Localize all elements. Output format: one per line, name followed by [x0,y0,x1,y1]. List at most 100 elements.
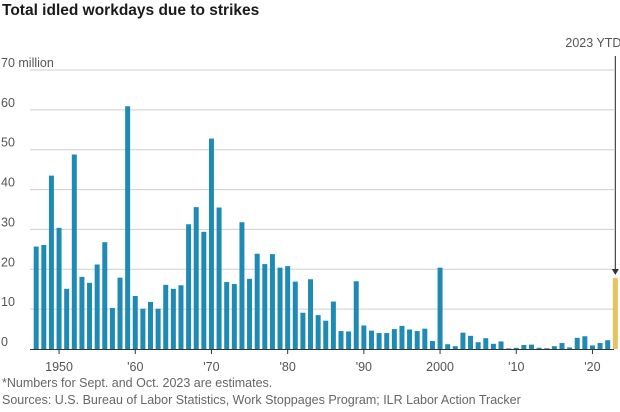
x-tick-label: '60 [127,360,143,372]
bar [308,279,314,349]
bar [506,348,512,349]
bar [323,320,329,349]
chart-title: Total idled workdays due to strikes [2,2,260,19]
bar [231,284,237,349]
bar [384,333,390,349]
y-tick-label: 30 [1,215,15,229]
bar [285,266,291,349]
bar [551,346,557,349]
bar [574,337,580,349]
bar [414,331,420,349]
bar [125,106,131,350]
annotation: 2023 YTD* [565,36,620,276]
bar-chart: 0 10 20 30 40 50 60 70 million 1950 '60 '70 '80 '90… [1,36,620,372]
y-tick-label: 70 million [1,56,54,70]
bar [437,267,443,349]
annotation-arrowhead [611,269,619,276]
bar [170,288,176,349]
bar [247,278,253,349]
gridlines [30,69,614,350]
bar [376,333,382,349]
bar [208,138,214,349]
bar [589,345,595,349]
bar [300,312,306,349]
bar [216,207,222,349]
bar [605,340,611,349]
bar [239,222,245,349]
bar [117,277,123,349]
bar [193,207,199,349]
bar [399,325,405,349]
bar [277,267,283,349]
bar [452,346,458,349]
bar [41,244,47,349]
bar [498,341,504,349]
bar [292,281,298,349]
y-tick-label: 20 [1,255,15,269]
x-tick-label: 1950 [45,360,73,372]
source-note: Sources: U.S. Bureau of Labor Statistics… [2,393,521,407]
x-tick-label: 2000 [426,360,454,372]
bar [87,282,93,349]
bar [71,154,77,349]
bar [521,345,527,349]
bar [201,231,207,349]
bar [468,335,474,349]
bar [79,276,85,349]
bar [544,348,550,349]
bar [163,284,169,349]
bar [346,331,352,349]
bar [94,264,100,349]
x-tick-label: '70 [203,360,219,372]
y-tick-label: 50 [1,136,15,150]
bar [483,338,489,349]
bar [612,278,618,349]
bar [178,285,184,349]
y-tick-label: 10 [1,295,15,309]
bar [269,254,275,349]
bar [140,308,146,349]
y-tick-label: 40 [1,176,15,190]
x-axis-ticks: 1950 '60 '70 '80 '90 2000 '10 '20 [45,349,601,372]
bar [490,343,496,349]
y-tick-label: 60 [1,96,15,110]
bar [109,307,115,349]
bar [102,242,108,349]
bar [64,288,70,349]
y-axis-ticks: 0 10 20 30 40 50 60 70 million [1,56,54,349]
bar [338,331,344,349]
bar [186,224,192,349]
bar [429,341,435,349]
bar [559,343,565,349]
bar [529,344,534,349]
bar [48,175,54,349]
bar [582,336,588,349]
bar [422,328,428,349]
bar [330,301,336,349]
bar [148,301,153,349]
bar [56,227,62,349]
bar [407,329,413,349]
bar [33,246,39,349]
bar [597,343,603,349]
footnotes: *Numbers for Sept. and Oct. 2023 are est… [2,375,521,409]
bar [536,347,542,349]
bar [262,264,268,349]
bar [445,344,451,349]
bar [254,253,260,349]
bar [315,315,321,349]
estimate-note: *Numbers for Sept. and Oct. 2023 are est… [2,376,273,390]
annotation-label: 2023 YTD* [565,36,620,50]
x-tick-label: '90 [356,360,372,372]
x-tick-label: '10 [508,360,524,372]
x-tick-label: '20 [584,360,600,372]
y-tick-label: 0 [1,335,8,349]
bar [361,325,367,349]
bar [567,347,573,349]
bar [391,329,397,349]
bars [33,106,618,350]
bar [155,308,161,349]
x-tick-label: '80 [280,360,296,372]
bar [224,282,230,349]
bar [353,281,359,349]
